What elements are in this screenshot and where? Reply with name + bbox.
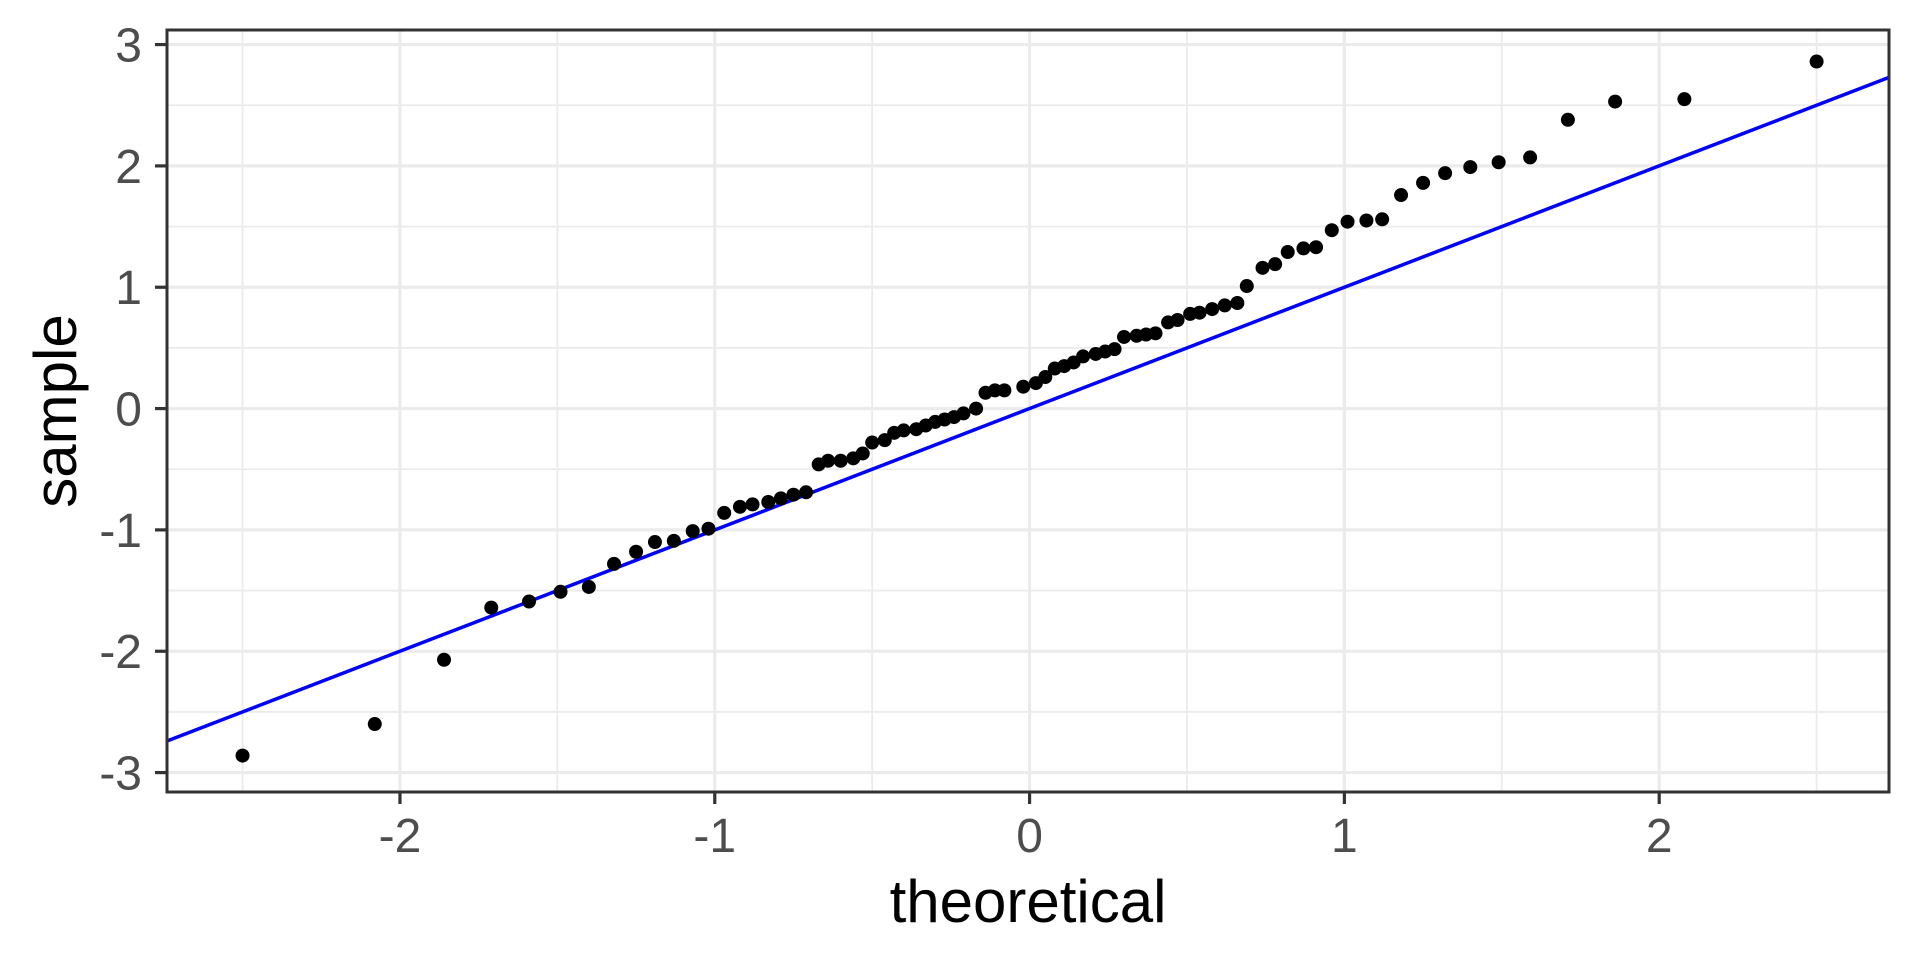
data-point	[367, 717, 382, 732]
data-point	[1809, 54, 1824, 69]
data-point	[1192, 305, 1207, 320]
data-point	[997, 383, 1012, 398]
axis-tick-marks	[155, 42, 1661, 804]
data-point	[235, 748, 250, 763]
data-point	[865, 435, 880, 450]
data-point	[1677, 92, 1692, 107]
data-point	[1268, 257, 1283, 272]
data-point	[761, 495, 776, 510]
data-point	[1076, 349, 1091, 364]
data-point	[607, 556, 622, 571]
data-point	[1523, 150, 1538, 165]
y-tick-label: 1	[115, 262, 142, 315]
x-tick-label: -2	[379, 810, 422, 863]
data-point	[1375, 212, 1390, 227]
data-points	[235, 54, 1824, 763]
data-point	[786, 487, 801, 502]
data-point	[969, 401, 984, 416]
x-tick-label: -1	[693, 810, 736, 863]
data-point	[629, 544, 644, 559]
data-point	[1239, 279, 1254, 294]
data-point	[821, 453, 836, 468]
y-axis-title: sample	[22, 314, 89, 508]
data-point	[1416, 175, 1431, 190]
x-axis-title: theoretical	[889, 868, 1167, 935]
data-point	[799, 485, 814, 500]
data-point	[717, 505, 732, 520]
data-point	[1016, 379, 1031, 394]
x-tick-label: 2	[1646, 810, 1673, 863]
data-point	[1038, 370, 1053, 385]
data-point	[855, 446, 870, 461]
data-point	[522, 594, 537, 609]
y-tick-label: 0	[115, 384, 142, 437]
data-point	[1608, 94, 1623, 109]
data-point	[877, 433, 892, 448]
data-point	[1340, 214, 1355, 229]
data-point	[1107, 342, 1122, 357]
y-tick-label: -2	[99, 626, 142, 679]
y-tick-label: 3	[115, 20, 142, 73]
data-point	[701, 521, 716, 536]
data-point	[685, 524, 700, 539]
qq-reference-line	[166, 75, 1890, 743]
data-point	[1359, 213, 1374, 228]
major-gridlines	[167, 30, 1889, 792]
data-point	[1148, 326, 1163, 341]
data-point	[1170, 312, 1185, 327]
data-point	[1560, 112, 1575, 127]
data-point	[1217, 298, 1232, 313]
x-tick-label: 0	[1016, 810, 1043, 863]
y-tick-label: 2	[115, 141, 142, 194]
data-point	[553, 584, 568, 599]
data-point	[1296, 241, 1311, 256]
data-point	[1255, 260, 1270, 275]
y-tick-label: -3	[99, 748, 142, 801]
data-point	[745, 497, 760, 512]
data-point	[833, 453, 848, 468]
data-point	[666, 533, 681, 548]
data-point	[1309, 240, 1324, 255]
data-point	[1280, 245, 1295, 260]
data-point	[1205, 302, 1220, 317]
data-point	[1491, 155, 1506, 170]
data-point	[1117, 329, 1132, 344]
data-point	[773, 491, 788, 506]
axis-tick-labels: -2 -1 0 1 2 -3 -2 -1 0 1 2 3	[99, 20, 1672, 863]
x-tick-label: 1	[1331, 810, 1358, 863]
data-point	[732, 499, 747, 514]
data-point	[647, 535, 662, 550]
data-point	[1463, 160, 1478, 175]
data-point	[437, 652, 452, 667]
data-point	[484, 600, 499, 615]
data-point	[956, 406, 971, 421]
data-point	[896, 423, 911, 438]
data-point	[1324, 223, 1339, 238]
data-point	[1230, 296, 1245, 311]
data-point	[1438, 166, 1453, 181]
data-point	[1394, 188, 1409, 203]
y-tick-label: -1	[99, 505, 142, 558]
data-point	[581, 579, 596, 594]
